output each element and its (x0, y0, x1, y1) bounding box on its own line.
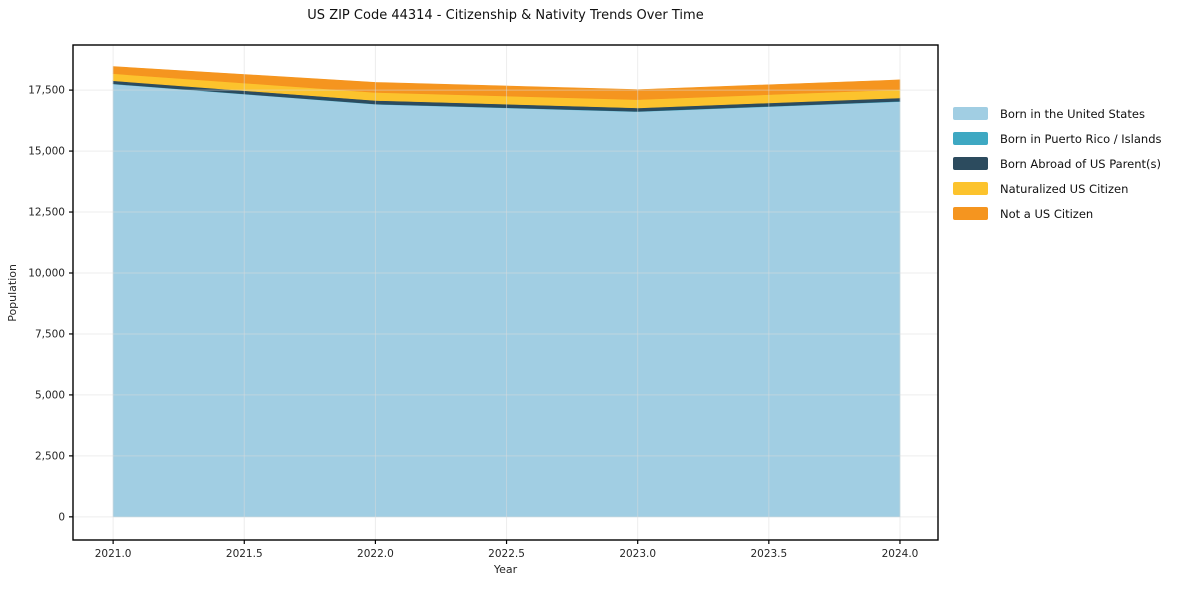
x-tick-label: 2024.0 (882, 548, 919, 560)
legend-swatch (953, 107, 988, 120)
legend-label: Born Abroad of US Parent(s) (1000, 156, 1161, 171)
legend-label: Naturalized US Citizen (1000, 181, 1129, 196)
x-tick-label: 2022.5 (488, 548, 525, 560)
legend-item-2: Born Abroad of US Parent(s) (953, 151, 1162, 176)
axes-frame (72, 44, 939, 541)
legend-label: Born in Puerto Rico / Islands (1000, 131, 1162, 146)
x-tick-label: 2023.0 (619, 548, 656, 560)
legend-swatch (953, 182, 988, 195)
y-tick-label: 5,000 (35, 389, 65, 401)
legend-item-1: Born in Puerto Rico / Islands (953, 126, 1162, 151)
x-axis-label: Year (493, 563, 518, 576)
x-tick-label: 2023.5 (750, 548, 787, 560)
y-tick-label: 7,500 (35, 328, 65, 340)
y-tick-label: 17,500 (28, 85, 65, 97)
legend-item-4: Not a US Citizen (953, 201, 1162, 226)
chart-title: US ZIP Code 44314 - Citizenship & Nativi… (307, 8, 704, 23)
legend-swatch (953, 207, 988, 220)
legend-swatch (953, 132, 988, 145)
y-tick-label: 15,000 (28, 146, 65, 158)
legend-label: Not a US Citizen (1000, 206, 1094, 221)
y-tick-label: 10,000 (28, 267, 65, 279)
legend-item-0: Born in the United States (953, 101, 1162, 126)
legend-swatch (953, 157, 988, 170)
y-tick-label: 2,500 (35, 450, 65, 462)
x-tick-label: 2021.0 (95, 548, 132, 560)
legend-item-3: Naturalized US Citizen (953, 176, 1162, 201)
x-tick-label: 2021.5 (226, 548, 263, 560)
y-tick-label: 12,500 (28, 207, 65, 219)
x-tick-label: 2022.0 (357, 548, 394, 560)
y-tick-label: 0 (58, 511, 65, 523)
legend: Born in the United States Born in Puerto … (953, 101, 1162, 226)
legend-label: Born in the United States (1000, 106, 1145, 121)
